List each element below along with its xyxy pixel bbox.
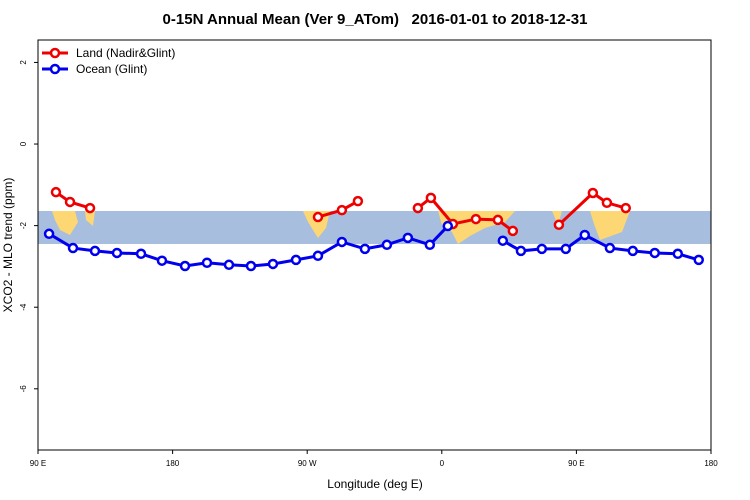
y-tick-label: 2 — [19, 60, 28, 65]
data-point — [601, 197, 613, 209]
data-point — [89, 245, 101, 257]
data-point — [560, 243, 572, 255]
data-point — [402, 232, 414, 244]
series-line — [557, 191, 627, 226]
data-point — [64, 196, 76, 208]
y-axis-label: XCO2 - MLO trend (ppm) — [1, 178, 15, 313]
series-line — [502, 233, 700, 262]
data-point — [336, 204, 348, 216]
land-patch — [552, 211, 630, 240]
data-point — [470, 213, 482, 225]
data-point — [111, 247, 123, 259]
data-point — [587, 187, 599, 199]
data-point — [425, 192, 437, 204]
legend-marker — [49, 63, 61, 75]
data-point — [424, 239, 436, 251]
data-point — [179, 260, 191, 272]
map-strip — [38, 211, 711, 244]
x-tick-label: 90 W — [298, 459, 317, 468]
y-tick-label: -6 — [19, 385, 28, 393]
data-point — [381, 239, 393, 251]
data-point — [693, 254, 704, 266]
data-point — [223, 259, 235, 271]
x-tick-label: 180 — [704, 459, 718, 468]
data-point — [50, 186, 62, 198]
data-point — [135, 248, 147, 260]
data-point — [67, 242, 79, 254]
x-tick-label: 0 — [440, 459, 445, 468]
data-point — [492, 214, 504, 226]
data-point — [412, 202, 424, 214]
data-point — [604, 242, 616, 254]
data-point — [649, 247, 661, 259]
data-point — [627, 245, 639, 257]
land-patch — [303, 211, 330, 238]
data-point — [156, 255, 168, 266]
data-point — [312, 211, 324, 223]
data-point — [579, 229, 591, 241]
data-point — [536, 243, 548, 255]
data-point — [336, 236, 348, 248]
data-point — [507, 225, 519, 237]
data-point — [497, 235, 509, 246]
data-point — [43, 228, 55, 240]
data-point — [201, 257, 213, 268]
x-axis-label: Longitude (deg E) — [327, 477, 422, 491]
y-tick-label: 0 — [19, 141, 28, 146]
data-point — [245, 260, 257, 272]
legend-label: Land (Nadir&Glint) — [76, 46, 175, 60]
x-tick-label: 90 E — [568, 459, 584, 468]
data-point — [312, 250, 324, 262]
y-tick-label: -2 — [19, 222, 28, 230]
legend-marker — [49, 47, 61, 59]
chart-title: 0-15N Annual Mean (Ver 9_ATom) 2016-01-0… — [163, 11, 588, 28]
data-point — [442, 220, 454, 232]
data-point — [359, 243, 371, 255]
data-point — [620, 202, 632, 214]
data-point — [515, 245, 527, 257]
data-point — [267, 258, 279, 270]
data-point — [84, 202, 96, 214]
legend-label: Ocean (Glint) — [76, 62, 147, 76]
land-patch — [52, 211, 95, 235]
data-point — [352, 195, 364, 207]
data-point — [290, 254, 302, 266]
plot-frame — [37, 39, 712, 451]
x-tick-label: 90 E — [30, 459, 46, 468]
data-point — [553, 219, 565, 231]
x-tick-label: 180 — [166, 459, 180, 468]
data-point — [672, 248, 684, 260]
y-tick-label: -4 — [19, 303, 28, 311]
